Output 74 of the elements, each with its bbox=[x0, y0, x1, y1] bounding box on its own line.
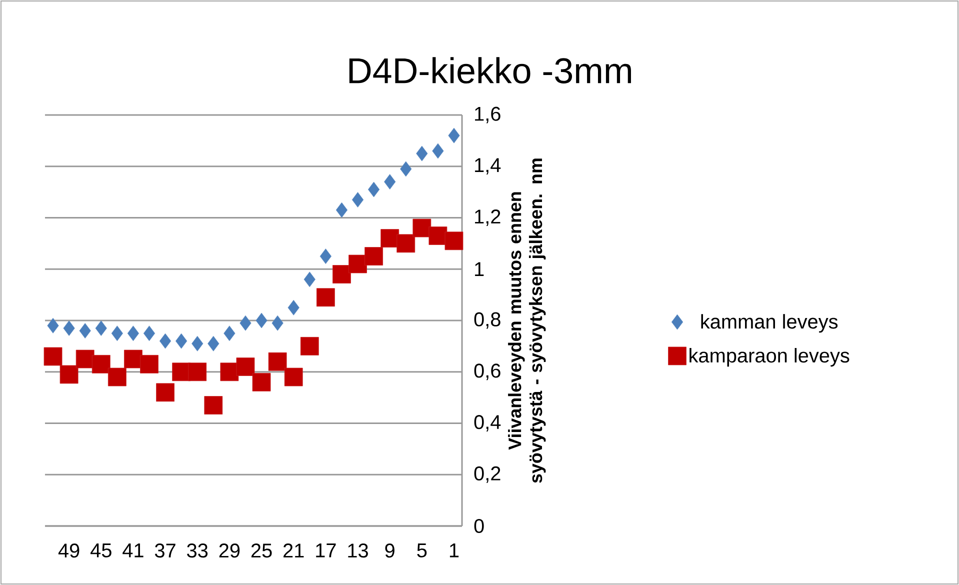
x-tick-label: 49 bbox=[58, 544, 80, 558]
point bbox=[95, 320, 107, 336]
x-tick-label: 5 bbox=[417, 544, 427, 558]
point bbox=[352, 192, 364, 208]
point bbox=[268, 352, 287, 371]
point bbox=[412, 218, 432, 238]
legend-label: kamparaon leveys bbox=[690, 348, 850, 367]
point bbox=[300, 336, 319, 356]
point bbox=[79, 323, 91, 338]
point bbox=[176, 333, 188, 349]
point bbox=[256, 312, 268, 328]
point bbox=[127, 326, 140, 342]
point bbox=[63, 320, 75, 336]
y-tick-label: 0,4 bbox=[474, 415, 501, 432]
point bbox=[336, 202, 348, 218]
y-tick-label: 1 bbox=[475, 262, 484, 276]
point bbox=[332, 265, 351, 284]
x-tick-label: 1 bbox=[450, 544, 459, 558]
point bbox=[448, 128, 460, 144]
point bbox=[240, 315, 252, 331]
point bbox=[60, 365, 78, 384]
point bbox=[140, 354, 158, 374]
x-tick-label: 13 bbox=[348, 544, 368, 558]
point bbox=[47, 318, 59, 334]
point bbox=[416, 146, 428, 162]
point bbox=[284, 368, 303, 386]
x-tick-label: 21 bbox=[284, 544, 304, 558]
x-tick-label: 45 bbox=[90, 544, 112, 558]
point bbox=[400, 161, 412, 177]
point bbox=[143, 326, 156, 342]
y-tick-label: 1,4 bbox=[475, 158, 501, 174]
point bbox=[384, 174, 396, 190]
y-tick-label: 0 bbox=[474, 518, 484, 534]
y-tick-label: 0,2 bbox=[474, 466, 500, 483]
x-tick-label: 25 bbox=[251, 544, 272, 558]
legend-label: kamman leveys bbox=[701, 314, 838, 333]
y-tick-label: 0,8 bbox=[474, 312, 500, 329]
x-tick-label: 33 bbox=[187, 544, 208, 558]
point bbox=[252, 372, 271, 392]
point bbox=[236, 358, 255, 376]
y-tick-label: 1,2 bbox=[475, 210, 500, 226]
point bbox=[272, 315, 284, 331]
x-tick-label: 37 bbox=[154, 544, 176, 558]
y-tick-label: 1,6 bbox=[475, 106, 500, 124]
point bbox=[159, 333, 172, 349]
y-axis-title: Viivanleveyden muutos ennen syövytystä - syövytyksen jälkeen. nm bbox=[508, 158, 546, 483]
point bbox=[304, 272, 316, 288]
chart-title: D4D-kiekko -3mm bbox=[349, 57, 631, 84]
point bbox=[192, 336, 204, 352]
point bbox=[111, 326, 123, 342]
point bbox=[224, 326, 236, 342]
point bbox=[316, 288, 335, 307]
point bbox=[92, 354, 110, 374]
point bbox=[124, 350, 142, 368]
point bbox=[76, 350, 94, 368]
point bbox=[396, 234, 416, 253]
point bbox=[108, 368, 126, 386]
point bbox=[320, 248, 332, 264]
point bbox=[188, 362, 207, 382]
point bbox=[444, 232, 464, 250]
point bbox=[204, 396, 223, 414]
y-tick-label: 0,6 bbox=[474, 364, 500, 380]
point bbox=[432, 143, 444, 159]
point bbox=[44, 347, 62, 366]
point bbox=[348, 254, 367, 274]
point bbox=[156, 383, 174, 402]
x-tick-label: 41 bbox=[122, 544, 144, 558]
point bbox=[364, 247, 383, 266]
x-tick-label: 17 bbox=[316, 544, 336, 558]
point bbox=[368, 182, 380, 198]
point bbox=[288, 300, 300, 316]
point bbox=[208, 336, 220, 352]
x-tick-label: 9 bbox=[385, 544, 394, 558]
x-tick-label: 29 bbox=[219, 544, 240, 558]
